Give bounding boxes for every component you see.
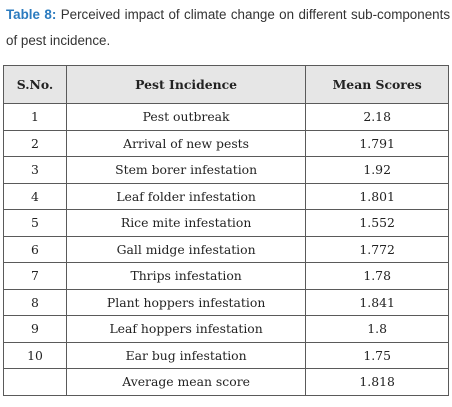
column-header-sno: S.No. bbox=[3, 65, 67, 104]
cell-mean-score: 1.78 bbox=[305, 262, 449, 290]
pest-incidence-table: S.No. Pest Incidence Mean Scores 1 Pest … bbox=[3, 65, 449, 396]
table-row: 9 Leaf hoppers infestation 1.8 bbox=[3, 315, 449, 343]
table-row: 2 Arrival of new pests 1.791 bbox=[3, 129, 449, 157]
cell-mean-score: 2.18 bbox=[305, 103, 449, 131]
cell-pest-incidence: Ear bug infestation bbox=[65, 341, 307, 369]
cell-pest-incidence: Thrips infestation bbox=[65, 262, 307, 290]
cell-sno: 10 bbox=[3, 341, 67, 369]
table-row: 8 Plant hoppers infestation 1.841 bbox=[3, 288, 449, 316]
table-row: 7 Thrips infestation 1.78 bbox=[3, 262, 449, 290]
cell-mean-score: 1.801 bbox=[305, 182, 449, 210]
cell-pest-incidence: Leaf folder infestation bbox=[65, 182, 307, 210]
average-mean-score-label: Average mean score bbox=[65, 368, 307, 396]
cell-pest-incidence: Rice mite infestation bbox=[65, 209, 307, 237]
cell-sno: 6 bbox=[3, 235, 67, 263]
table-caption: Table 8: Perceived impact of climate cha… bbox=[6, 2, 450, 54]
cell-mean-score: 1.75 bbox=[305, 341, 449, 369]
cell-sno: 5 bbox=[3, 209, 67, 237]
table-row: 1 Pest outbreak 2.18 bbox=[3, 103, 449, 131]
table-row: 3 Stem borer infestation 1.92 bbox=[3, 156, 449, 184]
cell-pest-incidence: Arrival of new pests bbox=[65, 129, 307, 157]
cell-pest-incidence: Pest outbreak bbox=[65, 103, 307, 131]
average-mean-score-value: 1.818 bbox=[305, 368, 449, 396]
cell-pest-incidence: Leaf hoppers infestation bbox=[65, 315, 307, 343]
cell-sno bbox=[3, 368, 67, 396]
cell-mean-score: 1.841 bbox=[305, 288, 449, 316]
cell-sno: 8 bbox=[3, 288, 67, 316]
cell-sno: 4 bbox=[3, 182, 67, 210]
cell-mean-score: 1.552 bbox=[305, 209, 449, 237]
cell-sno: 7 bbox=[3, 262, 67, 290]
table-row: 6 Gall midge infestation 1.772 bbox=[3, 235, 449, 263]
table-header-row: S.No. Pest Incidence Mean Scores bbox=[3, 65, 449, 104]
column-header-pest-incidence: Pest Incidence bbox=[65, 65, 307, 104]
cell-sno: 3 bbox=[3, 156, 67, 184]
cell-mean-score: 1.791 bbox=[305, 129, 449, 157]
table-row: 10 Ear bug infestation 1.75 bbox=[3, 341, 449, 369]
table-row: 4 Leaf folder infestation 1.801 bbox=[3, 182, 449, 210]
table-caption-text: Perceived impact of climate change on di… bbox=[6, 7, 451, 48]
cell-sno: 9 bbox=[3, 315, 67, 343]
cell-mean-score: 1.8 bbox=[305, 315, 449, 343]
table-footer-row: Average mean score 1.818 bbox=[3, 368, 449, 396]
cell-pest-incidence: Stem borer infestation bbox=[65, 156, 307, 184]
table-caption-label: Table 8: bbox=[6, 7, 57, 22]
cell-mean-score: 1.772 bbox=[305, 235, 449, 263]
cell-pest-incidence: Gall midge infestation bbox=[65, 235, 307, 263]
cell-sno: 1 bbox=[3, 103, 67, 131]
cell-mean-score: 1.92 bbox=[305, 156, 449, 184]
table-row: 5 Rice mite infestation 1.552 bbox=[3, 209, 449, 237]
cell-sno: 2 bbox=[3, 129, 67, 157]
column-header-mean-scores: Mean Scores bbox=[305, 65, 449, 104]
cell-pest-incidence: Plant hoppers infestation bbox=[65, 288, 307, 316]
